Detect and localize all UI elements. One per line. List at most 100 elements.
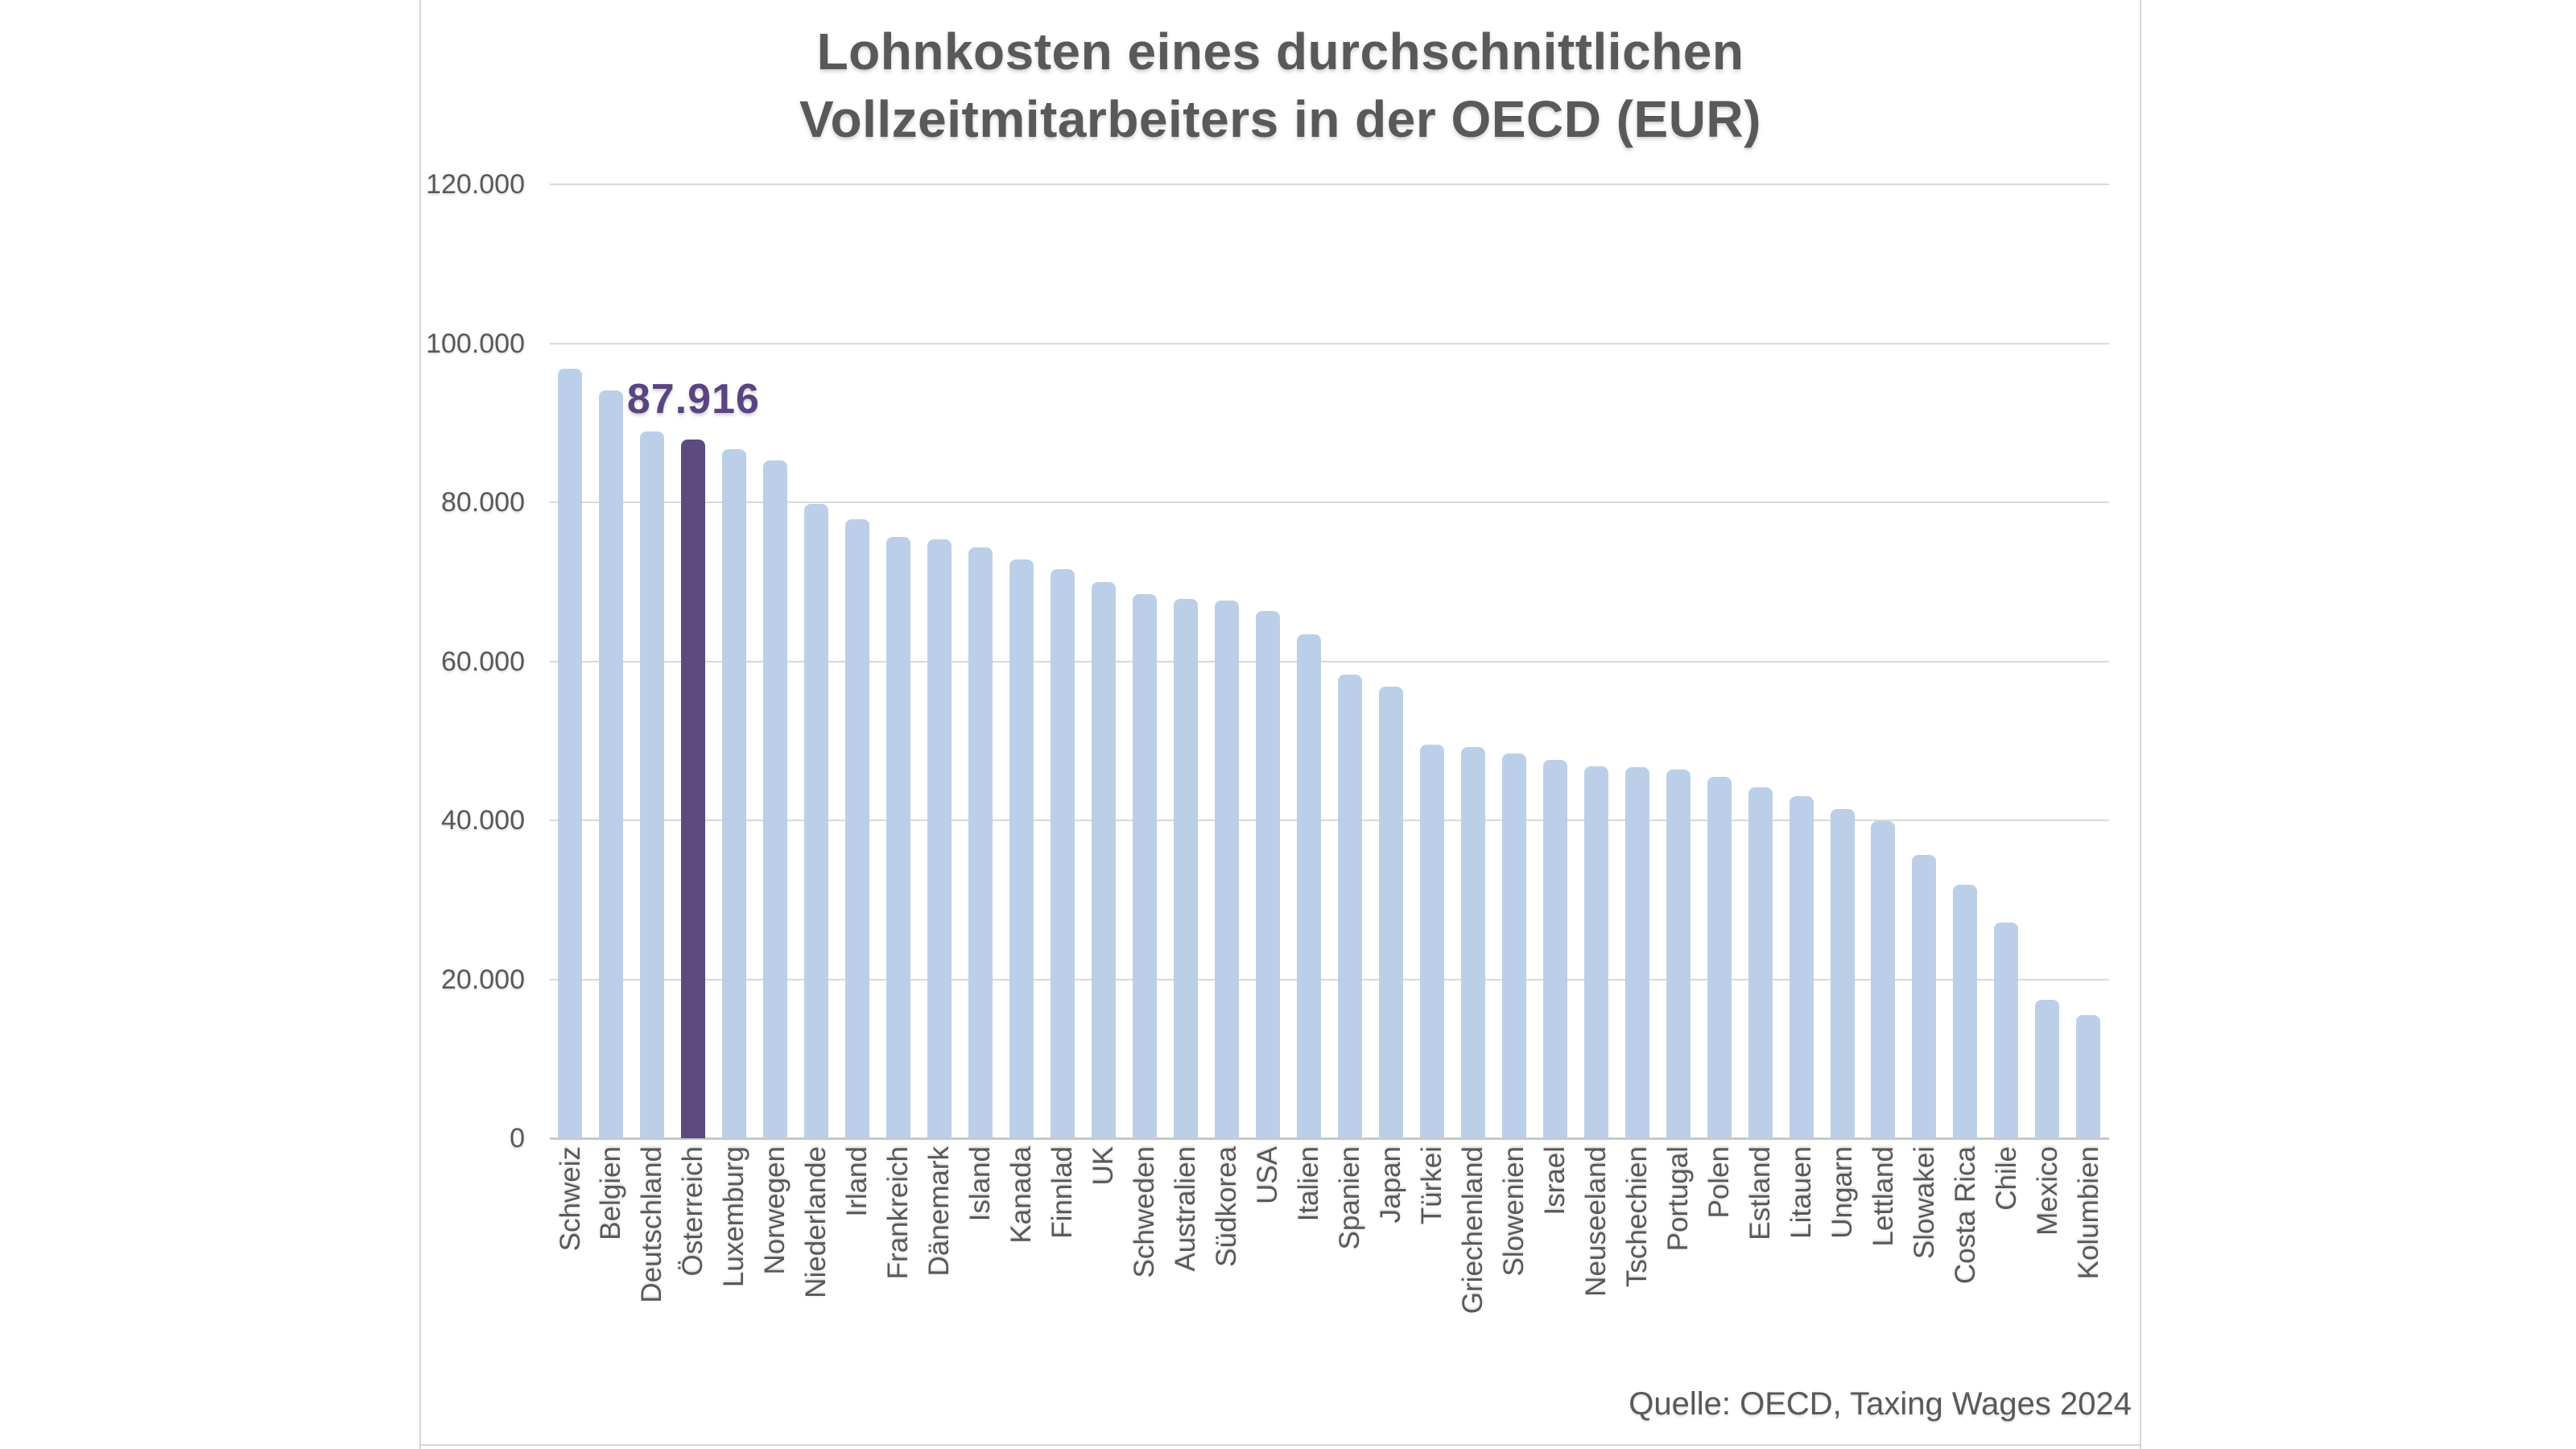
x-label-Luxemburg: Luxemburg — [713, 1146, 755, 1287]
x-label-Litauen: Litauen — [1781, 1146, 1823, 1239]
bar-slot-UK — [1084, 184, 1125, 1138]
x-label-USA: USA — [1247, 1146, 1289, 1204]
x-label-text-Norwegen: Norwegen — [759, 1146, 791, 1275]
x-label-UK: UK — [1083, 1146, 1125, 1186]
bar-Neuseeland — [1583, 766, 1608, 1138]
x-label-text-Chile: Chile — [1990, 1146, 2022, 1211]
x-label-Mexico: Mexico — [2027, 1146, 2069, 1236]
bar-slot-Italien — [1288, 184, 1329, 1138]
bar-slot-Deutschland — [632, 184, 673, 1138]
x-label-text-Luxemburg: Luxemburg — [718, 1146, 750, 1288]
x-label-Schweiz: Schweiz — [550, 1146, 592, 1251]
x-label-Chile: Chile — [1986, 1146, 2028, 1211]
bar-Finnlad — [1051, 568, 1075, 1138]
chart-title-line1: Lohnkosten eines durchschnittlichen — [816, 23, 1744, 80]
x-label-Türkei: Türkei — [1411, 1146, 1453, 1224]
x-label-text-Litauen: Litauen — [1785, 1146, 1817, 1239]
x-label-Israel: Israel — [1534, 1146, 1576, 1216]
x-label-Japan: Japan — [1370, 1146, 1412, 1223]
x-label-text-Türkei: Türkei — [1415, 1146, 1447, 1225]
x-label-text-Frankreich: Frankreich — [882, 1146, 914, 1280]
bar-Norwegen — [763, 460, 788, 1138]
x-label-text-Israel: Israel — [1538, 1146, 1571, 1216]
bar-Island — [968, 547, 993, 1138]
bar-Irland — [845, 518, 870, 1138]
x-label-text-Österreich: Österreich — [677, 1146, 709, 1277]
bar-slot-Kanada — [1001, 184, 1042, 1138]
x-label-Island: Island — [960, 1146, 1001, 1221]
bar-Estland — [1748, 786, 1773, 1138]
x-label-text-Island: Island — [964, 1146, 997, 1222]
bar-Niederlande — [804, 503, 829, 1138]
x-label-text-Niederlande: Niederlande — [800, 1146, 832, 1298]
x-label-text-Australien: Australien — [1170, 1146, 1202, 1272]
gridline-60.000 — [550, 660, 2109, 663]
x-label-text-Polen: Polen — [1703, 1146, 1735, 1219]
bar-slot-Norwegen — [755, 184, 796, 1138]
bar-slot-Israel — [1534, 184, 1575, 1138]
chart-frame-border-bottom — [419, 1444, 2141, 1446]
x-label-Spanien: Spanien — [1329, 1146, 1371, 1249]
bar-Tschechien — [1624, 766, 1649, 1138]
x-label-text-Tschechien: Tschechien — [1620, 1146, 1653, 1288]
x-label-text-Irland: Irland — [841, 1146, 873, 1217]
bar-Mexico — [2035, 1000, 2060, 1138]
y-tick-label-120.000: 120.000 — [426, 169, 525, 200]
bar-slot-Kolumbien — [2068, 184, 2109, 1138]
x-label-Kanada: Kanada — [1001, 1146, 1042, 1244]
x-label-text-Schweden: Schweden — [1129, 1146, 1161, 1278]
x-label-text-Belgien: Belgien — [595, 1146, 627, 1241]
x-label-text-Italien: Italien — [1293, 1146, 1324, 1222]
chart-title: Lohnkosten eines durchschnittlichen Voll… — [419, 18, 2141, 153]
chart-frame-border-right — [2140, 0, 2141, 1449]
y-tick-label-60.000: 60.000 — [441, 646, 525, 677]
bar-slot-Irland — [837, 184, 878, 1138]
y-tick-label-100.000: 100.000 — [426, 328, 525, 359]
bar-Italien — [1296, 634, 1321, 1138]
bar-slot-Slowenien — [1493, 184, 1534, 1138]
bar-slot-Finnlad — [1042, 184, 1084, 1138]
bar-slot-Slowakei — [1904, 184, 1945, 1138]
x-label-text-Estland: Estland — [1744, 1146, 1776, 1241]
x-label-Italien: Italien — [1288, 1146, 1330, 1221]
x-label-Deutschland: Deutschland — [631, 1146, 673, 1303]
x-label-Neuseeland: Neuseeland — [1575, 1146, 1617, 1297]
bar-Deutschland — [640, 431, 665, 1138]
bar-slot-Polen — [1699, 184, 1740, 1138]
gridline-80.000 — [550, 502, 2109, 503]
x-label-Dänemark: Dänemark — [919, 1146, 960, 1276]
gridline-20.000 — [550, 978, 2109, 980]
bar-Schweiz — [558, 369, 583, 1138]
x-label-text-Ungarn: Ungarn — [1826, 1146, 1858, 1239]
chart-frame-border-left — [419, 0, 421, 1449]
x-label-Griechenland: Griechenland — [1452, 1146, 1494, 1314]
bar-slot-Tschechien — [1616, 184, 1657, 1138]
bar-slot-Schweden — [1125, 184, 1166, 1138]
bar-Spanien — [1337, 675, 1362, 1138]
x-label-Costa Rica: Costa Rica — [1945, 1146, 1987, 1284]
x-label-text-Dänemark: Dänemark — [923, 1146, 956, 1277]
x-label-text-Griechenland: Griechenland — [1456, 1146, 1488, 1315]
bar-slot-Australien — [1166, 184, 1207, 1138]
x-label-Norwegen: Norwegen — [754, 1146, 796, 1275]
x-label-text-Neuseeland: Neuseeland — [1579, 1146, 1612, 1297]
bar-Litauen — [1789, 796, 1814, 1138]
bar-Israel — [1542, 759, 1567, 1138]
bars-row — [550, 184, 2109, 1138]
bar-slot-Schweiz — [550, 184, 591, 1138]
bar-slot-Belgien — [591, 184, 632, 1138]
bar-Costa Rica — [1953, 885, 1978, 1138]
bar-Österreich — [681, 439, 706, 1138]
x-label-text-USA: USA — [1252, 1146, 1284, 1204]
x-label-text-UK: UK — [1088, 1146, 1120, 1186]
x-label-text-Japan: Japan — [1374, 1146, 1406, 1224]
x-label-Slowenien: Slowenien — [1493, 1146, 1535, 1277]
highlight-value-label: 87.916 — [626, 376, 760, 423]
bar-UK — [1092, 581, 1117, 1138]
x-label-Schweden: Schweden — [1124, 1146, 1166, 1278]
bar-slot-Luxemburg — [714, 184, 755, 1138]
x-label-Polen: Polen — [1699, 1146, 1740, 1219]
x-label-Österreich: Österreich — [672, 1146, 714, 1276]
bar-Lettland — [1871, 821, 1896, 1138]
